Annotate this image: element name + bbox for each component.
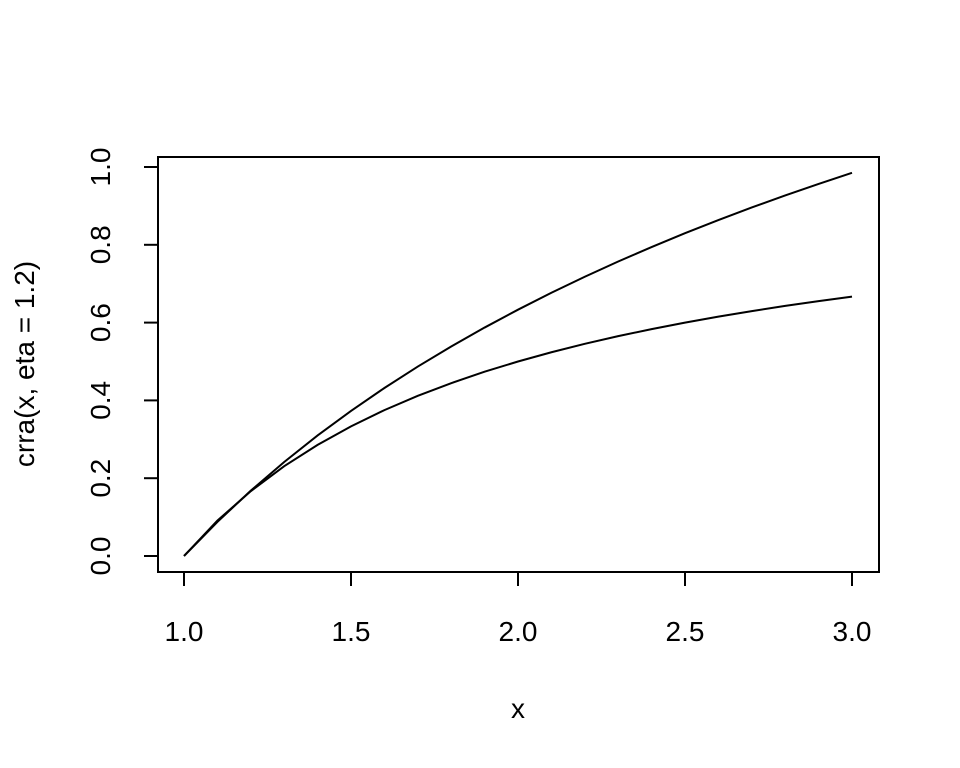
y-tick-label: 0.0: [85, 537, 116, 576]
x-axis-label: x: [511, 693, 525, 724]
x-tick-label: 2.0: [499, 616, 538, 647]
y-tick-label: 0.6: [85, 303, 116, 342]
y-axis-label: crra(x, eta = 1.2): [9, 261, 40, 467]
x-axis: 1.0 1.5 2.0 2.5 3.0: [165, 571, 872, 647]
y-tick-label: 1.0: [85, 148, 116, 187]
x-tick-label: 1.0: [165, 616, 204, 647]
plot-area-frame: [157, 156, 880, 573]
x-tick-label: 1.5: [332, 616, 371, 647]
x-tick-label: 3.0: [833, 616, 872, 647]
y-tick-label: 0.8: [85, 225, 116, 264]
x-tick-label: 2.5: [666, 616, 705, 647]
series-line-1: [183, 171, 853, 557]
curves-group: [183, 171, 853, 557]
y-tick-label: 0.2: [85, 459, 116, 498]
y-tick-label: 0.4: [85, 381, 116, 420]
series-line-2: [183, 295, 853, 557]
y-axis: 0.0 0.2 0.4 0.6 0.8 1.0: [85, 148, 159, 576]
